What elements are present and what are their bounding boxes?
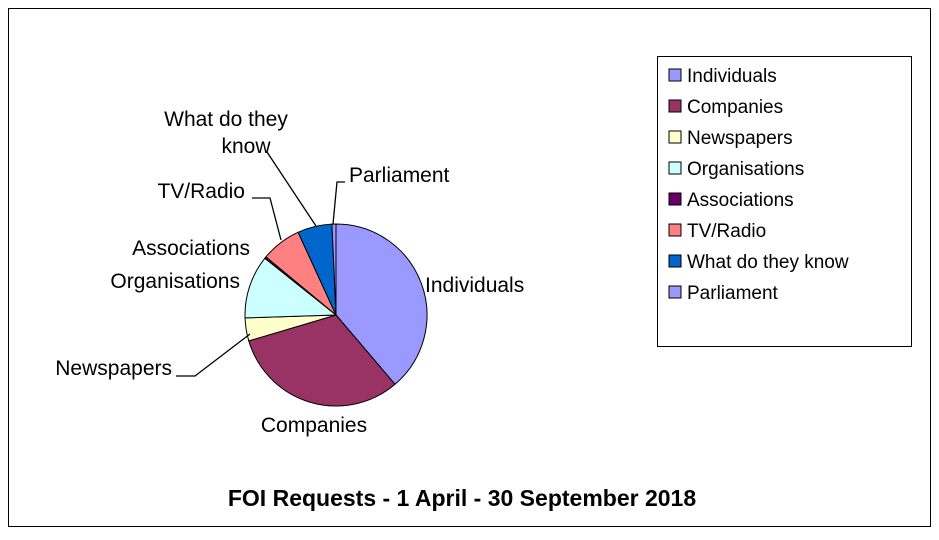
slice-label-tv-radio: TV/Radio [157, 180, 245, 203]
legend-label-individuals: Individuals [687, 66, 777, 87]
legend-label-what-do-they-know: What do they know [687, 252, 849, 273]
pie-slice-individuals [335, 223, 428, 385]
legend-box [657, 56, 912, 347]
legend-swatch-individuals [668, 68, 682, 82]
legend-label-organisations: Organisations [687, 159, 804, 180]
legend-label-parliament: Parliament [687, 283, 779, 304]
legend-label-tv-radio: TV/Radio [687, 221, 766, 242]
slice-label-individuals: Individuals [425, 274, 524, 297]
pie-slice-organisations [244, 257, 338, 319]
pie-slice-companies [248, 314, 396, 407]
legend-swatch-newspapers [668, 130, 682, 144]
pie-slice-parliament [331, 223, 337, 316]
pie-slices [244, 223, 428, 407]
legend-label-associations: Associations [687, 190, 794, 211]
legend-swatch-companies [668, 99, 682, 113]
slice-label-companies: Companies [261, 414, 367, 437]
legend-swatch-organisations [668, 161, 682, 175]
leader-line-tv-radio [252, 197, 282, 241]
legend-swatch-tv-radio [668, 223, 682, 237]
legend-label-companies: Companies [687, 97, 783, 118]
slice-label-associations: Associations [132, 237, 250, 260]
legend-label-newspapers: Newspapers [687, 128, 793, 149]
slice-label-parliament: Parliament [349, 164, 450, 187]
leader-line-what-do-they-know [266, 151, 317, 227]
legend-swatch-what-do-they-know [668, 254, 682, 268]
slice-label-what-do-they-know: What do they know [164, 108, 288, 158]
leader-lines [176, 151, 345, 377]
slice-labels: Individuals Companies Newspapers Organisati… [55, 108, 524, 437]
leader-line-parliament [332, 181, 345, 225]
legend: Individuals Companies Newspapers Organisati… [657, 56, 912, 347]
chart-title: FOI Requests - 1 April - 30 September 20… [228, 485, 696, 511]
legend-swatch-parliament [668, 285, 682, 299]
leader-line-newspapers [176, 333, 251, 377]
slice-label-newspapers: Newspapers [55, 357, 172, 380]
legend-swatch-associations [668, 192, 682, 206]
slice-label-organisations: Organisations [110, 270, 240, 293]
